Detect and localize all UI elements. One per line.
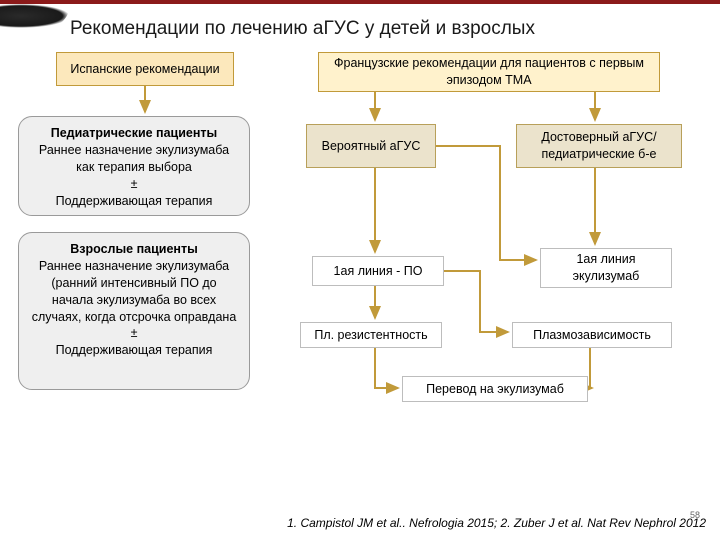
node-switch-eculizumab: Перевод на экулизумаб [402,376,588,402]
node-first-line-eculizumab: 1ая линия экулизумаб [540,248,672,288]
node-plasma-dependence: Плазмозависимость [512,322,672,348]
flowchart-canvas: Испанские рекомендации Французские реком… [0,52,720,482]
citation-footer: 1. Campistol JM et al.. Nefrologia 2015;… [287,516,706,530]
node-pediatric-patients: Педиатрические пациенты Раннее назначени… [18,116,250,216]
citation-text: 1. Campistol JM et al.. Nefrologia 2015;… [287,516,706,530]
ped-title: Педиатрические пациенты [29,125,239,142]
node-adult-patients: Взрослые пациенты Раннее назначение экул… [18,232,250,390]
page-title: Рекомендации по лечению аГУС у детей и в… [0,4,720,52]
node-plasma-resistance: Пл. резистентность [300,322,442,348]
node-french-recs: Французские рекомендации для пациентов с… [318,52,660,92]
node-spanish-recs: Испанские рекомендации [56,52,234,86]
adult-body: Раннее назначение экулизумаба (ранний ин… [29,258,239,359]
page-number: 58 [690,510,700,520]
node-confirmed-ahus: Достоверный аГУС/ педиатрические б-е [516,124,682,168]
node-probable-ahus: Вероятный аГУС [306,124,436,168]
adult-title: Взрослые пациенты [29,241,239,258]
node-first-line-po: 1ая линия - ПО [312,256,444,286]
ped-body: Раннее назначение экулизумаба как терапи… [29,142,239,210]
